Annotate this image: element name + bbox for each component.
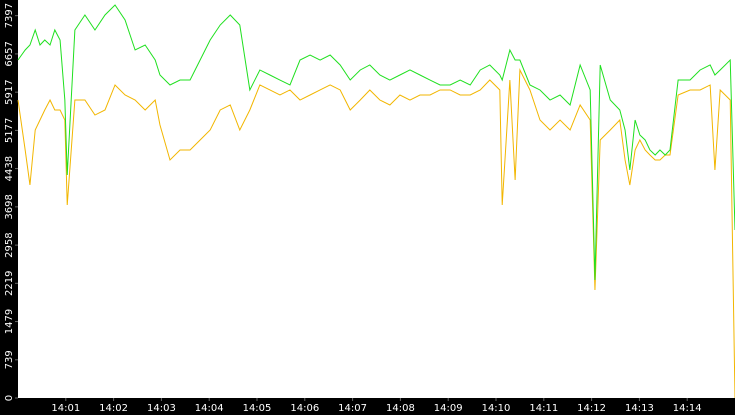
x-tick-label: 14:12: [577, 403, 606, 414]
x-tick-label: 14:14: [673, 403, 702, 414]
y-tick-label: 2958: [4, 232, 15, 257]
x-tick-label: 14:04: [195, 403, 224, 414]
x-tick-label: 14:03: [147, 403, 176, 414]
series-line: [17, 68, 735, 399]
y-tick-label: 4438: [4, 156, 15, 181]
y-tick-label: 1479: [4, 309, 15, 334]
x-tick-label: 14:02: [99, 403, 128, 414]
y-tick-label: 5917: [4, 79, 15, 104]
x-tick-label: 14:08: [386, 403, 415, 414]
x-tick-label: 14:09: [434, 403, 463, 414]
y-tick-label: 3698: [4, 194, 15, 219]
y-tick-label: 739: [4, 350, 15, 369]
x-tick-label: 14:05: [243, 403, 272, 414]
series-line: [17, 4, 735, 281]
x-axis-strip: [0, 398, 735, 415]
y-tick-label: 7397: [4, 3, 15, 28]
x-tick-label: 14:13: [625, 403, 654, 414]
x-tick-label: 14:10: [482, 403, 511, 414]
x-tick-label: 14:11: [529, 403, 558, 414]
y-tick-label: 2219: [4, 271, 15, 296]
x-tick-label: 14:07: [338, 403, 367, 414]
x-tick-label: 14:01: [51, 403, 80, 414]
y-axis-strip: [0, 0, 18, 415]
x-tick-label: 14:06: [290, 403, 319, 414]
y-tick-label: 6657: [4, 41, 15, 66]
y-tick-label: 5177: [4, 118, 15, 143]
y-tick-label: 0: [4, 395, 15, 401]
